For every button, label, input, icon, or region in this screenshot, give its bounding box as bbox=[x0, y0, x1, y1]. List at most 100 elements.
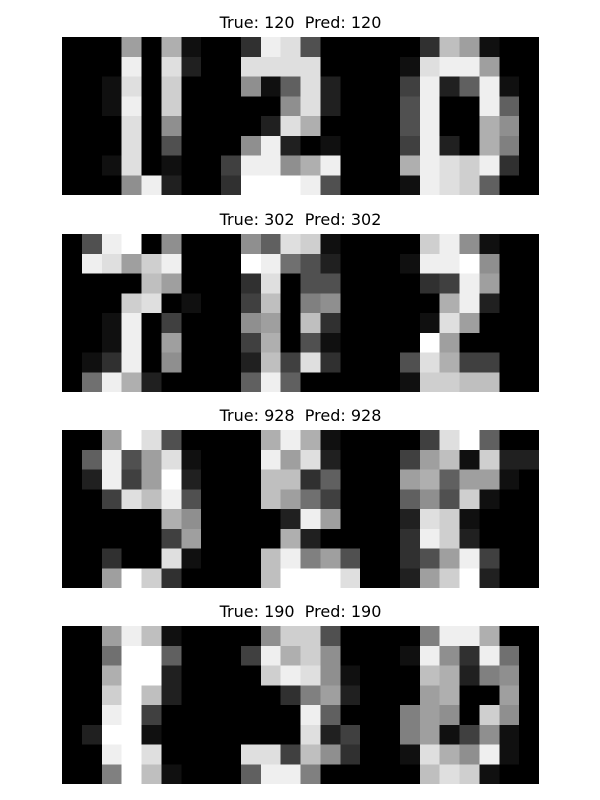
pixel-cell-r4-c4 bbox=[141, 313, 162, 334]
pixel-cell-r4-c4 bbox=[141, 509, 162, 530]
pixel-cell-r7-c5 bbox=[161, 175, 182, 195]
pixel-cell-r0-c5 bbox=[161, 430, 182, 451]
pixel-cell-r5-c20 bbox=[459, 528, 480, 550]
pixel-cell-r7-c0 bbox=[62, 568, 83, 588]
pixel-cell-r2-c15 bbox=[360, 76, 381, 97]
pixel-cell-r6-c11 bbox=[280, 155, 302, 176]
pixel-cell-r3-c23 bbox=[519, 96, 539, 117]
pixel-cell-r1-c9 bbox=[240, 645, 262, 667]
pixel-cell-r1-c5 bbox=[161, 645, 182, 667]
pixel-cell-r1-c3 bbox=[121, 56, 143, 78]
pixel-cell-r2-c15 bbox=[360, 665, 381, 686]
pixel-cell-r5-c2 bbox=[101, 528, 123, 550]
pixel-cell-r3-c15 bbox=[360, 293, 381, 314]
pixel-cell-r1-c4 bbox=[141, 449, 162, 471]
pixel-cell-r2-c12 bbox=[300, 273, 321, 294]
pixel-cell-r7-c19 bbox=[439, 568, 461, 588]
pixel-cell-r0-c18 bbox=[419, 430, 441, 451]
pixel-cell-r3-c16 bbox=[380, 489, 401, 510]
pixel-cell-r4-c17 bbox=[399, 116, 421, 137]
pixel-cell-r2-c14 bbox=[340, 273, 361, 294]
pixel-cell-r2-c10 bbox=[260, 76, 282, 97]
pixel-cell-r7-c6 bbox=[181, 764, 202, 784]
pixel-cell-r1-c21 bbox=[479, 645, 500, 667]
pixel-cell-r4-c8 bbox=[221, 313, 242, 334]
pixel-cell-r0-c14 bbox=[340, 626, 361, 647]
pixel-cell-r0-c11 bbox=[280, 234, 302, 255]
pixel-cell-r4-c11 bbox=[280, 509, 302, 530]
pixel-cell-r7-c16 bbox=[380, 175, 401, 195]
pixel-cell-r0-c7 bbox=[201, 234, 222, 255]
pixel-cell-r1-c6 bbox=[181, 253, 202, 275]
pixel-cell-r2-c14 bbox=[340, 76, 361, 97]
pixel-cell-r1-c21 bbox=[479, 449, 500, 471]
pixel-cell-r2-c6 bbox=[181, 273, 202, 294]
pixel-cell-r3-c9 bbox=[240, 293, 262, 314]
pixel-cell-r3-c10 bbox=[260, 489, 282, 510]
pixel-cell-r7-c22 bbox=[499, 372, 520, 392]
pixel-cell-r5-c4 bbox=[141, 332, 162, 354]
pixel-cell-r4-c16 bbox=[380, 116, 401, 137]
pixel-cell-r0-c18 bbox=[419, 37, 441, 58]
pixel-cell-r6-c18 bbox=[419, 352, 441, 373]
pixel-cell-r3-c15 bbox=[360, 685, 381, 706]
pixel-cell-r3-c9 bbox=[240, 96, 262, 117]
pixel-cell-r2-c12 bbox=[300, 665, 321, 686]
pixel-cell-r7-c18 bbox=[419, 372, 441, 392]
pixel-cell-r6-c7 bbox=[201, 548, 222, 569]
pixel-cell-r1-c20 bbox=[459, 56, 480, 78]
pixel-cell-r4-c14 bbox=[340, 313, 361, 334]
pixel-cell-r3-c19 bbox=[439, 96, 461, 117]
pixel-cell-r4-c17 bbox=[399, 313, 421, 334]
pixel-cell-r2-c3 bbox=[121, 76, 143, 97]
pixel-cell-r5-c10 bbox=[260, 135, 282, 157]
pixel-cell-r4-c16 bbox=[380, 313, 401, 334]
pixel-cell-r1-c5 bbox=[161, 253, 182, 275]
pixel-cell-r5-c21 bbox=[479, 332, 500, 354]
pixel-cell-r1-c20 bbox=[459, 449, 480, 471]
pixel-cell-r6-c17 bbox=[399, 548, 421, 569]
pixel-cell-r1-c5 bbox=[161, 56, 182, 78]
pixel-cell-r0-c0 bbox=[62, 430, 83, 451]
pixel-cell-r4-c19 bbox=[439, 509, 461, 530]
pixel-cell-r5-c17 bbox=[399, 332, 421, 354]
pixel-cell-r6-c0 bbox=[62, 744, 83, 765]
pixel-cell-r7-c19 bbox=[439, 175, 461, 195]
pixel-cell-r6-c11 bbox=[280, 548, 302, 569]
pixel-cell-r6-c7 bbox=[201, 744, 222, 765]
pixel-cell-r3-c13 bbox=[320, 685, 341, 706]
pixel-cell-r2-c20 bbox=[459, 273, 480, 294]
pixel-cell-r3-c23 bbox=[519, 293, 539, 314]
pixel-cell-r0-c3 bbox=[121, 430, 143, 451]
pixel-cell-r4-c14 bbox=[340, 116, 361, 137]
pixel-cell-r6-c14 bbox=[340, 548, 361, 569]
pixel-cell-r4-c22 bbox=[499, 313, 520, 334]
pixel-cell-r0-c1 bbox=[81, 37, 103, 58]
pixel-cell-r1-c12 bbox=[300, 449, 321, 471]
pixel-cell-r6-c21 bbox=[479, 352, 500, 373]
pixel-cell-r5-c1 bbox=[81, 332, 103, 354]
pixel-cell-r2-c2 bbox=[101, 76, 123, 97]
pixel-cell-r3-c21 bbox=[479, 685, 500, 706]
pixel-cell-r6-c1 bbox=[81, 155, 103, 176]
pixel-cell-r0-c2 bbox=[101, 37, 123, 58]
pixel-cell-r3-c13 bbox=[320, 489, 341, 510]
pixel-cell-r2-c16 bbox=[380, 665, 401, 686]
pixel-cell-r3-c6 bbox=[181, 293, 202, 314]
pixel-cell-r7-c12 bbox=[300, 568, 321, 588]
pixel-cell-r1-c3 bbox=[121, 449, 143, 471]
pixel-cell-r0-c11 bbox=[280, 37, 302, 58]
pixel-cell-r0-c2 bbox=[101, 234, 123, 255]
pixel-cell-r7-c17 bbox=[399, 175, 421, 195]
pixel-cell-r5-c12 bbox=[300, 135, 321, 157]
pixel-cell-r4-c12 bbox=[300, 116, 321, 137]
pixel-cell-r5-c8 bbox=[221, 528, 242, 550]
digit-panel-1: True: 120 Pred: 120 bbox=[62, 13, 539, 195]
pixel-cell-r1-c0 bbox=[62, 253, 83, 275]
pixel-cell-r2-c5 bbox=[161, 76, 182, 97]
pixel-cell-r2-c11 bbox=[280, 469, 302, 490]
pixel-cell-r1-c13 bbox=[320, 449, 341, 471]
pixel-cell-r3-c21 bbox=[479, 489, 500, 510]
pixel-cell-r7-c19 bbox=[439, 764, 461, 784]
pixel-cell-r0-c10 bbox=[260, 430, 282, 451]
